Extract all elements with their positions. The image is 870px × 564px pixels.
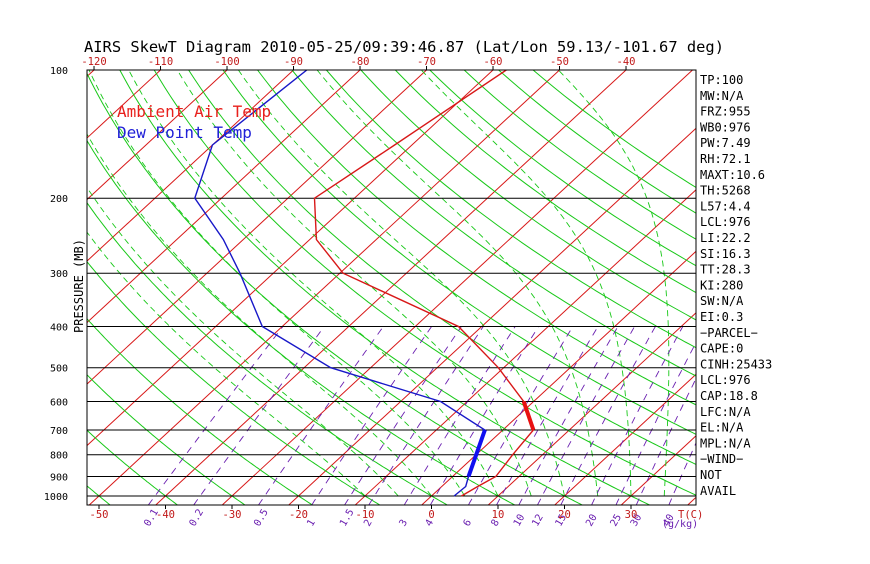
index-entry: TH:5268: [700, 184, 751, 198]
pressure-tick-label: 900: [50, 472, 68, 483]
index-entry: L57:4.4: [700, 199, 751, 213]
dry-adiabat-line: [223, 70, 852, 505]
bottom-temp-tick-label: -40: [156, 509, 175, 521]
index-entry: WB0:976: [700, 120, 751, 134]
index-entry: AVAIL: [700, 484, 736, 498]
mixing-ratio-line: [148, 327, 283, 506]
top-temp-tick-label: -40: [617, 56, 636, 68]
index-entry: LFC:N/A: [700, 405, 751, 419]
mixing-ratio-line: [194, 327, 325, 506]
index-entry: SW:N/A: [700, 294, 744, 308]
index-entry: TP:100: [700, 73, 743, 87]
pressure-tick-label: 200: [50, 194, 68, 205]
mixing-ratio-tick-label: 10: [512, 513, 528, 529]
index-entry: LCL:976: [700, 373, 751, 387]
index-entry: NOT: [700, 468, 722, 482]
index-entry: RH:72.1: [700, 152, 751, 166]
top-temp-tick-label: -60: [484, 56, 503, 68]
mixing-ratio-tick-label: 25: [609, 513, 625, 529]
bottom-temp-tick-label: -20: [289, 509, 308, 521]
bottom-temp-tick-label: 0: [428, 509, 434, 521]
index-entry: KI:280: [700, 278, 743, 292]
dry-adiabat-line: [0, 70, 43, 505]
mixing-ratio-tick-label: 12: [530, 513, 546, 529]
top-temp-tick-label: -80: [351, 56, 370, 68]
bottom-temp-tick-label: -50: [90, 509, 109, 521]
index-entry: LI:22.2: [700, 231, 751, 245]
index-entry: MW:N/A: [700, 89, 744, 103]
mixing-ratio-tick-label: 3: [398, 518, 411, 529]
pressure-tick-label: 700: [50, 426, 68, 437]
pressure-tick-label: 1000: [44, 492, 68, 503]
moist-adiabat-line: [421, 70, 631, 496]
dry-adiabat-line: [430, 70, 870, 505]
index-entry: CAPE:0: [700, 342, 743, 356]
index-entry: SI:16.3: [700, 247, 751, 261]
top-temp-tick-label: -110: [148, 56, 173, 68]
moist-adiabat-line: [317, 70, 598, 496]
isotherm-line: [488, 70, 870, 505]
index-entry: −WIND−: [700, 452, 743, 466]
index-entry: FRZ:955: [700, 105, 751, 119]
pressure-tick-label: 800: [50, 451, 68, 462]
index-entry: CAP:18.8: [700, 389, 758, 403]
bottom-temp-tick-label: -30: [223, 509, 242, 521]
pressure-tick-label: 400: [50, 322, 68, 333]
mixing-ratio-tick-label: 0.2: [188, 507, 207, 528]
pressure-tick-label: 500: [50, 364, 68, 375]
legend-entry: Ambient Air Temp: [117, 102, 271, 121]
pressure-tick-label: 300: [50, 269, 68, 280]
moist-adiabat-line: [558, 70, 668, 496]
index-entry: PW:7.49: [700, 136, 751, 150]
top-temp-tick-label: -120: [81, 56, 106, 68]
top-temp-tick-label: -50: [550, 56, 569, 68]
bottom-temp-unit-label: T(C): [678, 509, 703, 521]
index-entry: TT:28.3: [700, 263, 751, 277]
bottom-temp-tick-label: 10: [492, 509, 505, 521]
pressure-tick-label: 100: [50, 66, 68, 77]
mixing-ratio-line: [345, 327, 462, 506]
index-entry: EI:0.3: [700, 310, 743, 324]
dry-adiabat-line: [361, 70, 870, 505]
isotherm-line: [23, 70, 493, 505]
mixing-ratio-tick-label: 1.5: [338, 507, 357, 528]
mixing-ratio-line: [312, 327, 432, 506]
pressure-tick-label: 600: [50, 397, 68, 408]
top-temp-tick-label: -90: [284, 56, 303, 68]
mixing-ratio-line: [519, 327, 618, 506]
isotherm-line: [222, 70, 692, 505]
mixing-ratio-line: [404, 327, 515, 506]
isotherm-line: [0, 70, 28, 505]
chart-title: AIRS SkewT Diagram 2010-05-25/09:39:46.8…: [84, 38, 724, 56]
top-temp-tick-label: -70: [417, 56, 436, 68]
bottom-temp-tick-label: 20: [558, 509, 571, 521]
legend-entry: Dew Point Temp: [117, 123, 252, 142]
y-axis-label: PRESSURE (MB): [72, 239, 86, 333]
index-entry: MPL:N/A: [700, 436, 751, 450]
mixing-ratio-tick-label: 0.5: [252, 507, 271, 528]
index-entry: MAXT:10.6: [700, 168, 765, 182]
mixing-ratio-tick-label: 6: [462, 518, 475, 529]
legend: Ambient Air Temp Dew Point Temp: [117, 102, 271, 142]
bottom-temp-tick-label: -10: [356, 509, 375, 521]
bottom-temp-tick-label: 30: [625, 509, 638, 521]
dry-adiabat-line: [292, 70, 870, 505]
isotherm-line: [754, 70, 870, 505]
mixing-ratio-tick-label: 20: [584, 513, 600, 529]
index-entry: −PARCEL−: [700, 326, 758, 340]
dry-adiabat-line: [395, 70, 870, 505]
moist-adiabat-line: [238, 70, 564, 496]
dry-adiabat-line: [499, 70, 870, 505]
top-temp-tick-label: -100: [214, 56, 239, 68]
index-entry: CINH:25433: [700, 357, 772, 371]
index-entry: EL:N/A: [700, 421, 744, 435]
index-entry: LCL:976: [700, 215, 751, 229]
isotherm-line: [821, 70, 870, 505]
mixing-ratio-line: [561, 327, 656, 506]
